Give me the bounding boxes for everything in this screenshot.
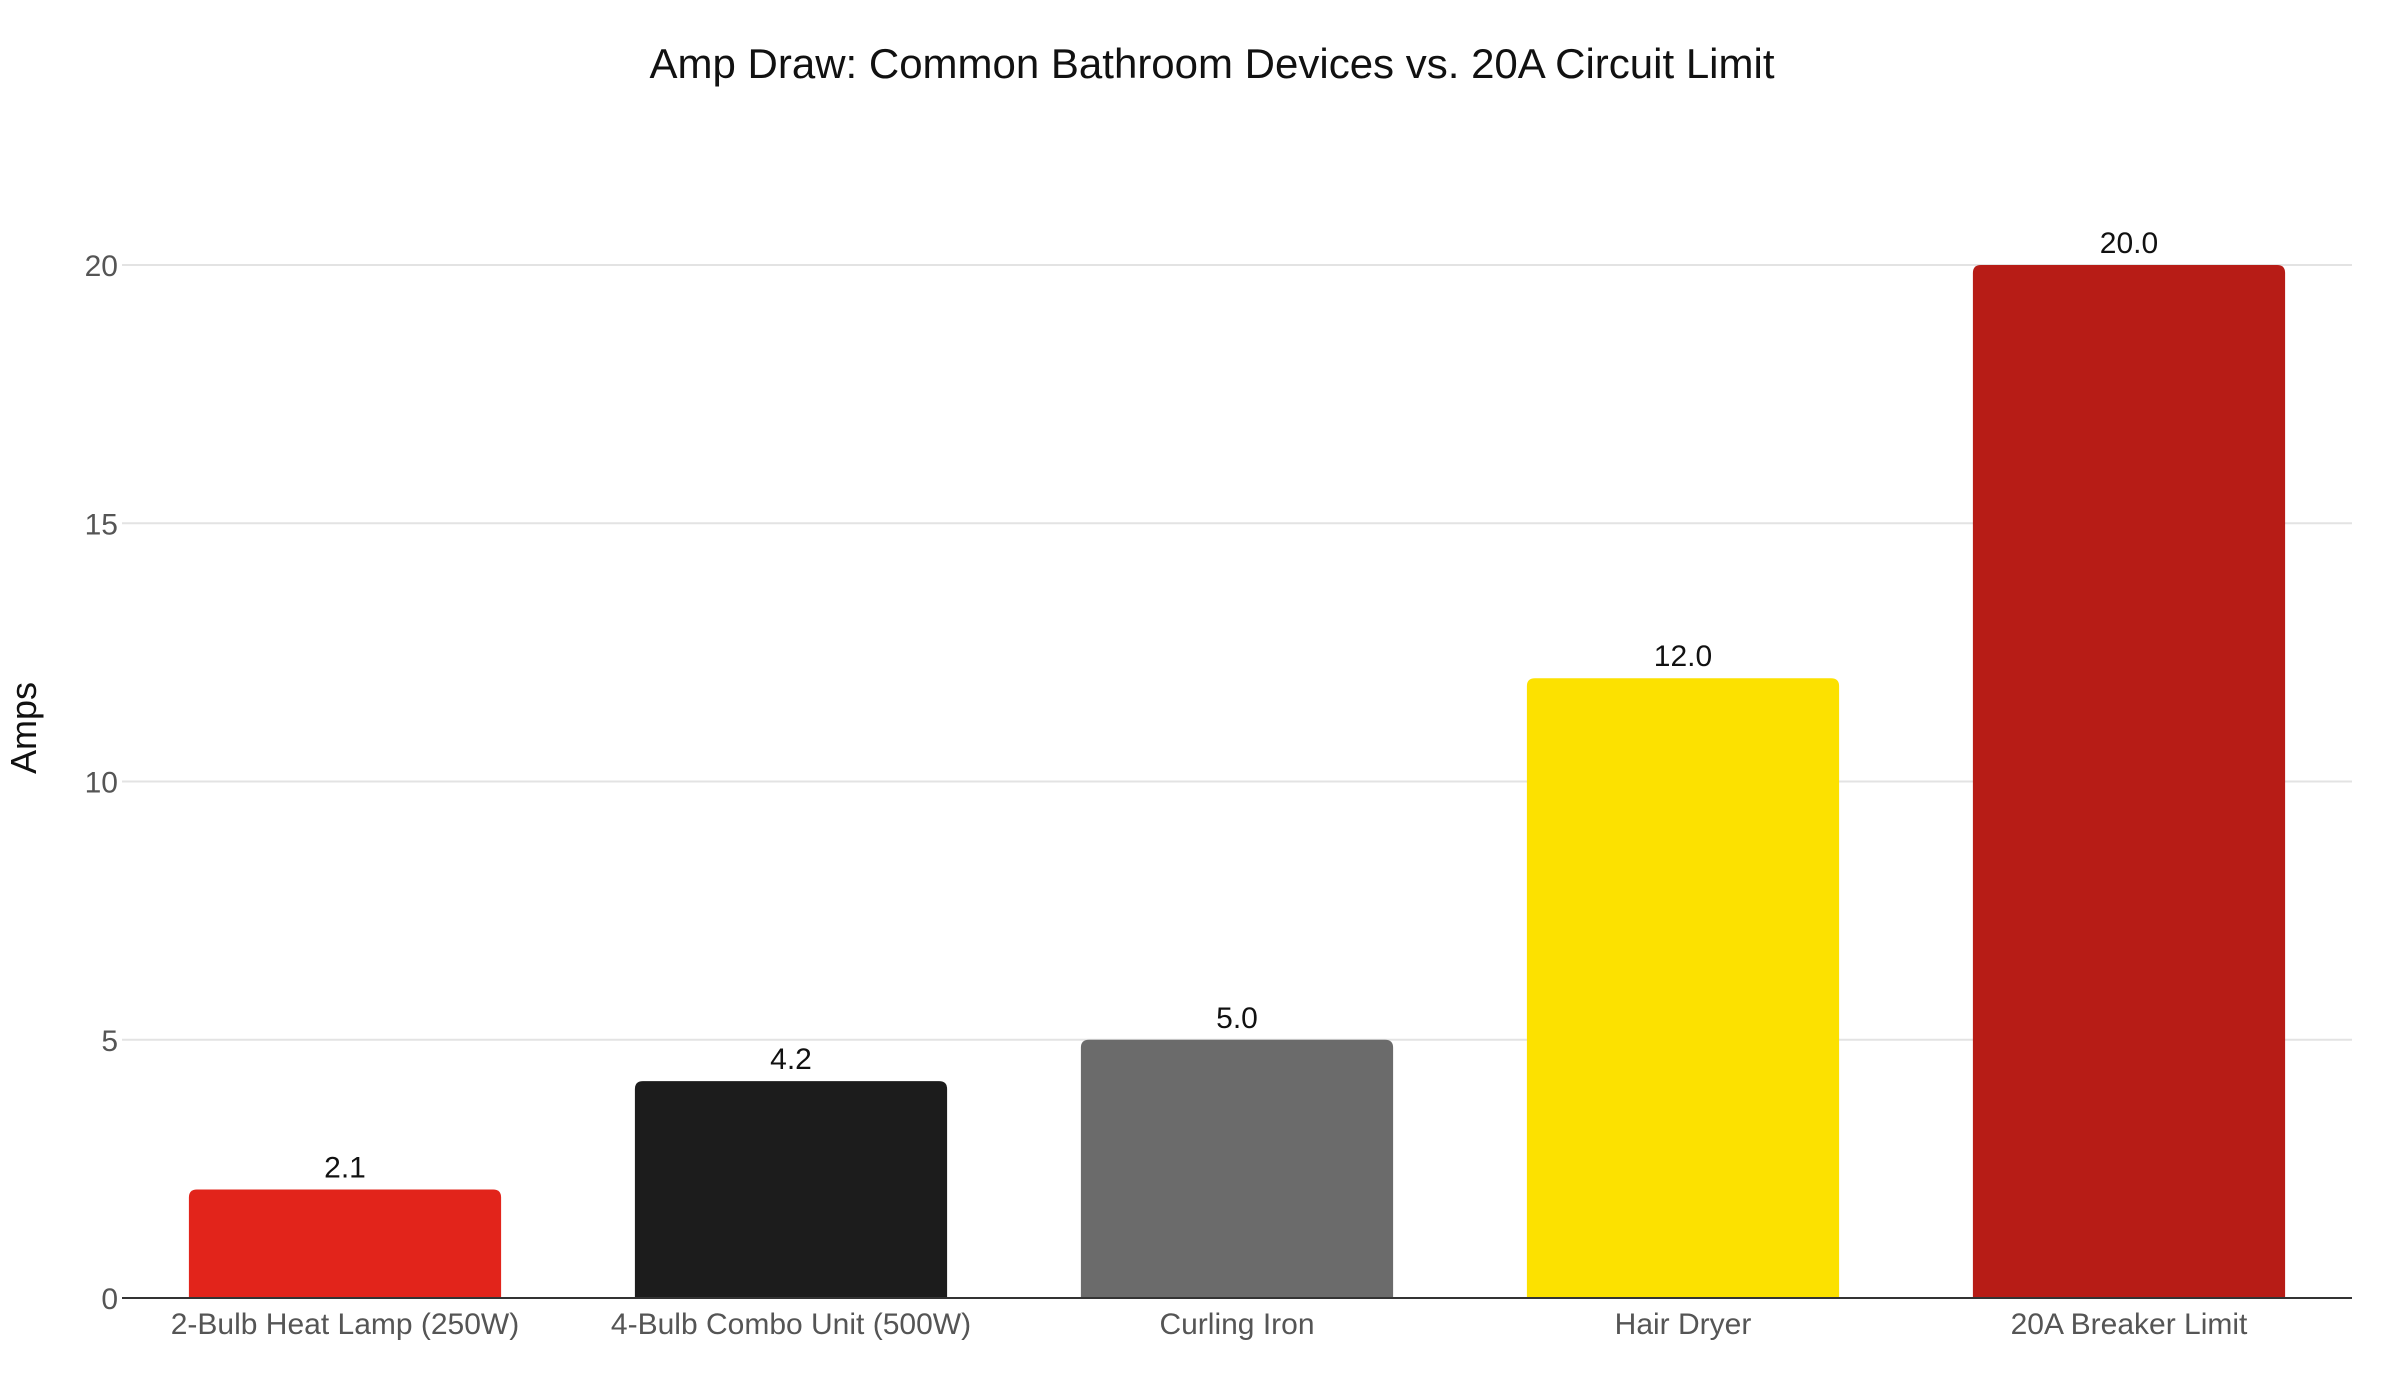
y-tick-label: 5 [101, 1025, 118, 1058]
bar-value-label: 12.0 [1654, 640, 1712, 673]
x-category-label: 20A Breaker Limit [2011, 1308, 2248, 1341]
bar [1526, 678, 1840, 1298]
y-axis-ticks: 0 5 10 15 20 [85, 250, 118, 1316]
x-axis-categories: 2-Bulb Heat Lamp (250W) 4-Bulb Combo Unit… [171, 1308, 2248, 1341]
bar-value-label: 2.1 [324, 1152, 366, 1185]
y-tick-label: 20 [85, 250, 118, 283]
bar-value-label: 20.0 [2100, 227, 2158, 260]
x-category-label: Curling Iron [1159, 1308, 1314, 1341]
x-category-label: 4-Bulb Combo Unit (500W) [611, 1308, 971, 1341]
y-tick-label: 10 [85, 767, 118, 800]
x-category-label: Hair Dryer [1615, 1308, 1752, 1341]
bar-value-label: 4.2 [770, 1043, 812, 1076]
bars [188, 265, 2286, 1298]
x-category-label: 2-Bulb Heat Lamp (250W) [171, 1308, 520, 1341]
bar [1972, 265, 2286, 1298]
bar [634, 1081, 948, 1298]
bar [188, 1189, 502, 1298]
bar [1080, 1039, 1394, 1298]
y-tick-label: 15 [85, 508, 118, 541]
data-labels: 2.1 4.2 5.0 12.0 20.0 [324, 227, 2158, 1185]
chart-title: Amp Draw: Common Bathroom Devices vs. 20… [650, 40, 1775, 87]
y-axis-title: Amps [3, 682, 44, 774]
y-tick-label: 0 [101, 1283, 118, 1316]
bar-value-label: 5.0 [1216, 1002, 1258, 1035]
